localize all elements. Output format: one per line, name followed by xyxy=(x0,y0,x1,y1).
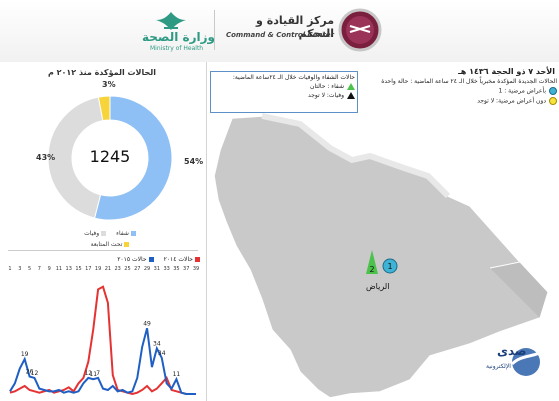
x-tick: 33 xyxy=(163,266,169,272)
data-label-2015: 49 xyxy=(143,320,151,327)
legend-recovered: شفاء xyxy=(116,230,136,237)
watermark-logo-icon xyxy=(510,348,545,376)
x-tick: 15 xyxy=(75,266,81,272)
ministry-name-en: Ministry of Health xyxy=(150,45,204,52)
center-name-ar: مركز القيادة و التحكم xyxy=(256,14,334,40)
recovered-row: شفاء : حالتان xyxy=(213,83,355,91)
x-tick: 3 xyxy=(18,266,21,272)
x-tick: 1 xyxy=(8,266,11,272)
x-tick: 29 xyxy=(144,266,150,272)
header-divider xyxy=(214,10,215,50)
x-tick: 11 xyxy=(56,266,62,272)
weekly-line-chart: 1 3 5 7 9 11 13 15 17 19 21 23 25 27 29 31 33 35 37 3919261… xyxy=(8,266,199,396)
donut-slice-1 xyxy=(47,96,104,219)
x-tick: 23 xyxy=(114,266,120,272)
report-date: الأحد ٧ ذو الحجة ١٤٣٦ هـ xyxy=(458,67,555,76)
watermark-text-en: الإلكترونية xyxy=(486,363,511,370)
asymptomatic-circle-icon xyxy=(549,96,557,105)
x-tick: 31 xyxy=(154,266,160,272)
triangle-value: 2 xyxy=(369,265,374,274)
recovery-title: حالات الشفاء والوفيات خلال الـ ٢٤ساعة ال… xyxy=(232,74,355,81)
riyadh-markers[interactable]: 2 1 xyxy=(366,250,398,274)
data-label-2015: 11 xyxy=(89,371,97,378)
x-tick: 13 xyxy=(66,266,72,272)
legend-followup: تحت المتابعة xyxy=(91,241,130,248)
panel-divider xyxy=(8,250,198,251)
legend-2015: حالات ٢٠١٥ xyxy=(117,256,154,263)
circle-value: 1 xyxy=(387,262,392,271)
data-label-2015: 12 xyxy=(31,370,39,377)
donut-slice-2 xyxy=(97,95,111,122)
data-label-2015: 12 xyxy=(84,370,92,377)
legend-deaths: وفيات xyxy=(84,230,107,237)
series-2015-line xyxy=(9,328,196,395)
donut-slice-0 xyxy=(93,95,173,221)
city-label-riyadh: الرياض xyxy=(366,282,390,291)
recovered-triangle-icon xyxy=(347,83,355,90)
x-tick: 5 xyxy=(28,266,31,272)
center-logo-icon xyxy=(338,8,382,52)
recovery-triangle-icon xyxy=(366,250,378,274)
case-circle-icon xyxy=(382,258,398,274)
data-label-2015: 34 xyxy=(158,350,166,357)
new-cases-title: الحالات الجديدة المؤكدة مخبرياً خلال الـ… xyxy=(381,78,557,85)
center-name-en: Command & Control Center xyxy=(225,31,334,39)
symptomatic-row: بأعراض مرضية : 1 xyxy=(359,87,557,96)
data-label-2015: 7 xyxy=(96,370,100,377)
donut-legend: شفاء وفيات تحت المتابعة xyxy=(30,230,190,252)
donut-title: الحالات المؤكدة منذ ٢٠١٢ م xyxy=(47,68,156,77)
x-tick: 19 xyxy=(95,266,101,272)
x-tick: 37 xyxy=(183,266,189,272)
x-tick: 9 xyxy=(48,266,51,272)
symptomatic-circle-icon xyxy=(549,87,557,95)
x-tick: 27 xyxy=(134,266,140,272)
x-tick: 39 xyxy=(193,266,199,272)
pct-recovered: 54% xyxy=(184,157,204,166)
data-label-2015: 26 xyxy=(26,369,34,376)
data-label-2015: 11 xyxy=(173,371,181,378)
asymptomatic-row: دون أعراض مرضية: لا توجد xyxy=(359,96,557,106)
recovery-deaths-box: حالات الشفاء والوفيات خلال الـ ٢٤ساعة ال… xyxy=(210,71,358,113)
header: وزارة الصحة Ministry of Health مركز القي… xyxy=(0,0,559,63)
watermark-text-ar: صدى xyxy=(497,344,527,358)
donut-total: 1245 xyxy=(90,147,131,166)
x-tick: 25 xyxy=(124,266,130,272)
ministry-logo-icon xyxy=(156,12,186,30)
deaths-triangle-icon xyxy=(347,92,355,99)
legend-2014: حالات ٢٠١٤ xyxy=(164,256,200,263)
donut-chart: 1245 xyxy=(47,95,173,221)
data-label-2015: 19 xyxy=(21,351,29,358)
deaths-row: وفيات: لا توجد xyxy=(213,92,355,100)
pct-followup: 3% xyxy=(102,80,116,89)
new-cases-box: الحالات الجديدة المؤكدة مخبرياً خلال الـ… xyxy=(357,76,559,112)
x-tick: 7 xyxy=(38,266,41,272)
pct-deaths: 43% xyxy=(36,153,56,162)
line-legend: حالات ٢٠١٤ حالات ٢٠١٥ xyxy=(60,256,200,263)
ministry-name-ar: وزارة الصحة xyxy=(142,30,216,44)
x-tick: 17 xyxy=(85,266,91,272)
x-tick: 35 xyxy=(173,266,179,272)
data-label-2015: 34 xyxy=(153,340,161,347)
x-tick: 21 xyxy=(105,266,111,272)
